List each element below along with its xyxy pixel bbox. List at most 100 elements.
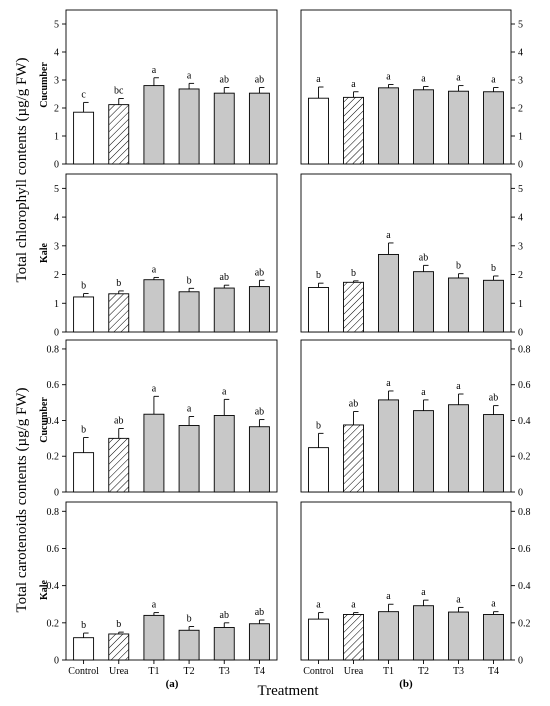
bar-t2 bbox=[178, 291, 200, 333]
y-tick-label: 1 bbox=[518, 132, 523, 143]
significance-label: ab bbox=[255, 75, 264, 86]
bar-t4 bbox=[248, 426, 270, 493]
significance-label: a bbox=[491, 599, 496, 610]
significance-label: a bbox=[386, 591, 391, 602]
y-tick-label: 5 bbox=[54, 184, 59, 195]
y-tick-label: 0 bbox=[518, 328, 523, 339]
significance-label: a bbox=[187, 70, 192, 81]
significance-label: ab bbox=[114, 416, 123, 427]
bar-t3 bbox=[213, 415, 235, 493]
significance-label: a bbox=[491, 75, 496, 86]
significance-label: a bbox=[152, 383, 157, 394]
plot-frame bbox=[300, 501, 512, 661]
bar-t1 bbox=[378, 399, 399, 493]
y-axis-label-carotenoids: Total carotenoids contents (µg/g FW) bbox=[14, 387, 30, 612]
bar-t4 bbox=[483, 91, 504, 165]
significance-label: b bbox=[116, 619, 121, 630]
bar-t2 bbox=[178, 88, 200, 165]
significance-label: a bbox=[421, 587, 426, 598]
bar-t3 bbox=[213, 287, 235, 333]
significance-label: ab bbox=[489, 393, 498, 404]
chart-5: 0 0.2 0.4 0.6 0.8 b ab a a a ab bbox=[47, 339, 278, 499]
y-tick-label: 2 bbox=[518, 270, 523, 281]
x-tick-label: T4 bbox=[488, 666, 499, 677]
chart-7: 0 0.2 0.4 0.6 0.8 b Control b Urea a T1 b T2 ab T3 ab T4 bbox=[47, 501, 278, 677]
significance-label: ab bbox=[220, 75, 229, 86]
plot-frame bbox=[65, 9, 278, 165]
y-tick-label: 0.4 bbox=[47, 581, 60, 592]
chart-2: 0 1 2 3 4 5 a a a a a a bbox=[300, 9, 523, 171]
bar-control bbox=[73, 111, 95, 165]
significance-label: b bbox=[316, 420, 321, 431]
y-tick-label: 0.8 bbox=[47, 507, 60, 518]
significance-label: ab bbox=[255, 407, 264, 418]
y-tick-label: 0 bbox=[518, 488, 523, 499]
bar-t2 bbox=[413, 605, 434, 661]
x-tick-label: T2 bbox=[418, 666, 429, 677]
crop-label-kale-chlorophyll: Kale bbox=[39, 242, 50, 263]
y-tick-label: 5 bbox=[54, 20, 59, 31]
y-tick-label: 0.2 bbox=[47, 452, 60, 463]
x-tick-label: T1 bbox=[383, 666, 394, 677]
y-tick-label: 0.6 bbox=[47, 380, 60, 391]
significance-label: b bbox=[81, 281, 86, 292]
x-tick-label: Control bbox=[68, 666, 99, 677]
significance-label: a bbox=[351, 600, 356, 611]
y-tick-label: 0.4 bbox=[518, 416, 531, 427]
bar-t3 bbox=[213, 627, 235, 661]
x-axis-label: Treatment bbox=[257, 683, 319, 699]
significance-label: a bbox=[386, 378, 391, 389]
bar-t2 bbox=[413, 89, 434, 165]
x-tick-label: Control bbox=[303, 666, 334, 677]
bar-t1 bbox=[378, 87, 399, 165]
y-tick-label: 0 bbox=[518, 656, 523, 667]
y-tick-label: 0.2 bbox=[47, 618, 60, 629]
y-tick-label: 0.2 bbox=[518, 452, 531, 463]
y-tick-label: 4 bbox=[54, 48, 59, 59]
significance-label: ab bbox=[349, 399, 358, 410]
crop-label-kale-carotenoids: Kale bbox=[39, 579, 50, 600]
significance-label: a bbox=[456, 381, 461, 392]
bar-t4 bbox=[483, 614, 504, 661]
plot-frame bbox=[300, 173, 512, 333]
y-tick-label: 4 bbox=[54, 213, 59, 224]
significance-label: bc bbox=[114, 85, 124, 96]
bar-t2 bbox=[413, 271, 434, 333]
bar-urea bbox=[343, 424, 364, 493]
bar-control bbox=[308, 447, 329, 493]
y-tick-label: 0.4 bbox=[47, 416, 60, 427]
y-tick-label: 4 bbox=[518, 48, 523, 59]
y-tick-label: 1 bbox=[54, 299, 59, 310]
y-tick-label: 0 bbox=[54, 488, 59, 499]
bar-t1 bbox=[143, 614, 165, 661]
significance-label: a bbox=[187, 404, 192, 415]
bar-t4 bbox=[248, 92, 270, 165]
significance-label: a bbox=[456, 594, 461, 605]
chart-6: 0 0.2 0.4 0.6 0.8 b ab a a a ab bbox=[300, 339, 531, 499]
y-tick-label: 3 bbox=[54, 76, 59, 87]
significance-label: ab bbox=[255, 267, 264, 278]
chart-1: 0 1 2 3 4 5 c bc a a ab ab bbox=[54, 9, 278, 171]
significance-label: ab bbox=[255, 607, 264, 618]
bar-t3 bbox=[448, 277, 469, 333]
significance-label: a bbox=[421, 73, 426, 84]
significance-label: c bbox=[81, 89, 86, 100]
significance-label: a bbox=[316, 74, 321, 85]
y-tick-label: 0.4 bbox=[518, 581, 531, 592]
x-tick-label: T1 bbox=[148, 666, 159, 677]
bar-control bbox=[308, 287, 329, 333]
significance-label: b bbox=[316, 270, 321, 281]
bar-control bbox=[73, 452, 95, 493]
panel-label-b: (b) bbox=[399, 678, 413, 690]
significance-label: a bbox=[421, 387, 426, 398]
significance-label: a bbox=[152, 65, 157, 76]
y-tick-label: 0.6 bbox=[518, 380, 531, 391]
significance-label: b bbox=[456, 261, 461, 272]
significance-label: b bbox=[81, 620, 86, 631]
chart-4: 0 1 2 3 4 5 b b a ab b b bbox=[300, 173, 523, 339]
bar-control bbox=[308, 618, 329, 661]
crop-label-cucumber-chlorophyll: Cucumber bbox=[39, 62, 50, 108]
significance-label: b bbox=[116, 278, 121, 289]
